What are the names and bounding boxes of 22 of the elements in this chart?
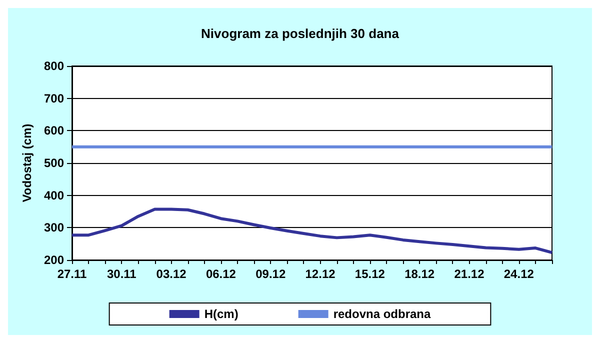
y-tick-label: 200 xyxy=(44,253,64,267)
y-tick-label: 600 xyxy=(44,124,64,138)
x-tick-label: 18.12 xyxy=(404,267,435,281)
y-tick-label: 300 xyxy=(44,220,64,235)
y-tick-label: 500 xyxy=(44,156,64,170)
legend-label: H(cm) xyxy=(204,307,238,321)
x-tick-label: 30.11 xyxy=(106,267,137,281)
legend-label: redovna odbrana xyxy=(333,307,432,321)
x-tick-label: 03.12 xyxy=(156,267,187,281)
y-tick-label: 800 xyxy=(44,59,64,73)
x-tick-label: 21.12 xyxy=(454,267,485,281)
y-axis-title: Vodostaj (cm) xyxy=(20,124,34,202)
y-tick-label: 700 xyxy=(44,91,64,106)
x-tick-label: 09.12 xyxy=(256,267,286,281)
line-series xyxy=(70,208,554,254)
x-tick-label: 12.12 xyxy=(305,267,336,281)
x-tick-label: 27.11 xyxy=(57,267,88,281)
x-tick-label: 15.12 xyxy=(354,267,386,281)
x-tick-label: 24.12 xyxy=(504,267,534,281)
x-tick-label: 06.12 xyxy=(206,267,236,281)
y-tick-label: 400 xyxy=(44,188,64,202)
chart-title: Nivogram za poslednjih 30 dana xyxy=(201,26,400,41)
